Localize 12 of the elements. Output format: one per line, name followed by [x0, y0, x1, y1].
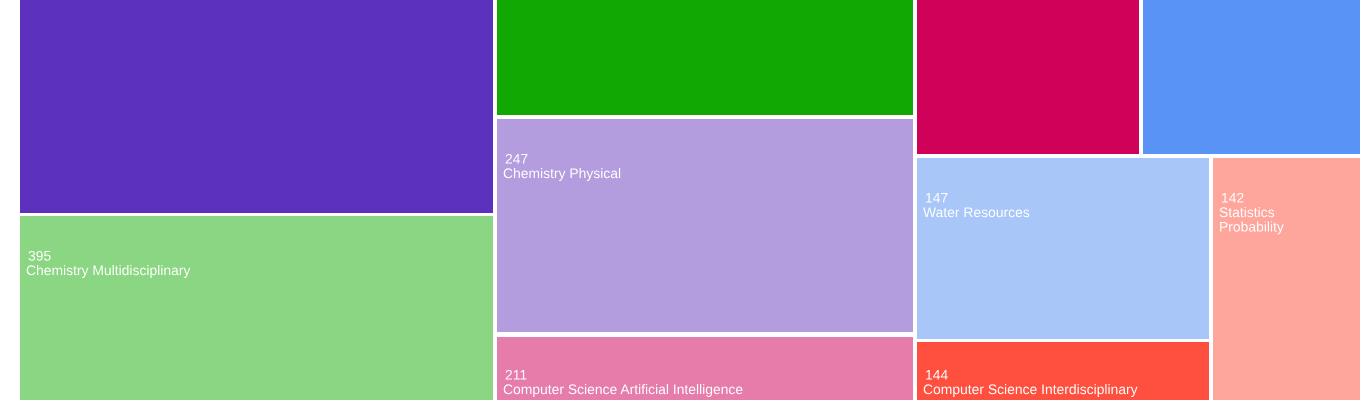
data-label: 247 — [505, 153, 528, 164]
category-label: Computer Science Interdisciplinary — [923, 384, 1138, 397]
category-label: Chemistry Multidisciplinary — [26, 265, 191, 278]
data-label: 395 — [28, 250, 51, 261]
data-label: 147 — [926, 193, 948, 203]
data-label: 144 — [926, 370, 948, 380]
data-label: 211 — [505, 369, 527, 380]
category-label: Water Resources — [923, 207, 1030, 218]
data-label: 142 — [1222, 192, 1244, 203]
category-label: Chemistry Physical — [503, 168, 621, 181]
category-label: Statistics Probability — [1219, 207, 1284, 235]
category-label: Computer Science Artificial Intelligence — [503, 384, 743, 397]
